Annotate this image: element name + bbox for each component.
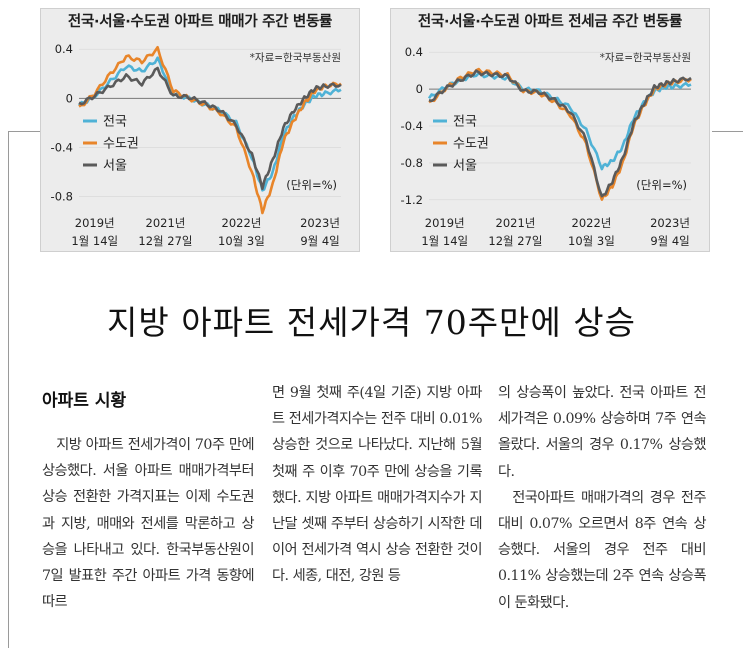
chart-title: 전국·서울·수도권 아파트 전세금 주간 변동률: [417, 14, 683, 30]
y-tick-label: -1.2: [401, 193, 423, 207]
x-tick-label: 12월 27일: [138, 234, 192, 248]
y-tick-label: 0: [416, 82, 423, 96]
chart-title: 전국·서울·수도권 아파트 매매가 주간 변동률: [67, 14, 333, 30]
source-note: *자료=한국부동산원: [250, 52, 341, 64]
y-tick-label: 0: [66, 91, 73, 105]
y-tick-label: 0.4: [55, 42, 73, 56]
x-tick-label: 2019년: [425, 216, 465, 230]
x-tick-label: 9월 4일: [650, 234, 689, 248]
legend-label: 수도권: [453, 137, 489, 152]
unit-label: (단위=%): [286, 178, 337, 192]
x-tick-label: 2019년: [75, 216, 115, 230]
chart-panel-sale: 전국·서울·수도권 아파트 매매가 주간 변동률 0.4 0 -0.4 -0.8 201…: [40, 8, 360, 252]
x-tick-label: 2021년: [496, 216, 536, 230]
paragraph: 지방 아파트 전세가격이 70주 만에 상승했다. 서울 아파트 매매가격부터 …: [42, 437, 255, 611]
x-tick-label: 2022년: [222, 216, 262, 230]
article-column-3: 의 상승폭이 높았다. 전국 아파트 전세가격은 0.09% 상승하며 7주 연…: [498, 380, 707, 616]
x-tick-label: 10월 3일: [218, 234, 265, 248]
paragraph: 전국아파트 매매가격의 경우 전주 대비 0.07% 오르면서 8주 연속 상승…: [498, 489, 707, 611]
x-tick-label: 10월 3일: [568, 234, 615, 248]
series-line-2: [78, 45, 342, 215]
series-line-3: [78, 66, 342, 191]
source-note: *자료=한국부동산원: [600, 52, 691, 64]
y-tick-label: -0.4: [51, 141, 73, 155]
legend-label: 서울: [103, 159, 127, 174]
y-tick-label: -0.8: [51, 190, 73, 204]
frame-top-left: [8, 131, 41, 132]
x-tick-label: 1월 14일: [71, 234, 118, 248]
article-headline: 지방 아파트 전세가격 70주만에 상승: [107, 303, 636, 342]
x-tick-label: 2023년: [650, 216, 690, 230]
chart-panel-jeonse: 전국·서울·수도권 아파트 전세금 주간 변동률 0.4 0 -0.4 -0.8 -1.…: [390, 8, 710, 252]
section-heading: 아파트 시황: [42, 391, 127, 411]
y-tick-label: -0.8: [401, 156, 423, 170]
series-line-3: [428, 69, 692, 198]
x-tick-label: 2021년: [146, 216, 186, 230]
legend-label: 수도권: [103, 137, 139, 152]
legend-label: 전국: [103, 115, 127, 130]
paragraph: 의 상승폭이 높았다. 전국 아파트 전세가격은 0.09% 상승하며 7주 연…: [498, 385, 707, 480]
x-tick-label: 9월 4일: [300, 234, 339, 248]
x-tick-label: 12월 27일: [488, 234, 542, 248]
legend-label: 서울: [453, 159, 477, 174]
article-column-1: 지방 아파트 전세가격이 70주 만에 상승했다. 서울 아파트 매매가격부터 …: [42, 432, 255, 615]
y-tick-label: -0.4: [401, 119, 423, 133]
x-tick-label: 2023년: [300, 216, 340, 230]
x-tick-label: 1월 14일: [421, 234, 468, 248]
paragraph: 면 9월 첫째 주(4일 기준) 지방 아파트 전세가격지수는 전주 대비 0.…: [272, 385, 483, 585]
article-column-2: 면 9월 첫째 주(4일 기준) 지방 아파트 전세가격지수는 전주 대비 0.…: [272, 380, 483, 590]
y-tick-label: 0.4: [405, 45, 423, 59]
x-tick-label: 2022년: [572, 216, 612, 230]
frame-left: [8, 131, 9, 648]
frame-top-right: [712, 131, 743, 132]
unit-label: (단위=%): [636, 178, 687, 192]
legend-label: 전국: [453, 115, 477, 130]
